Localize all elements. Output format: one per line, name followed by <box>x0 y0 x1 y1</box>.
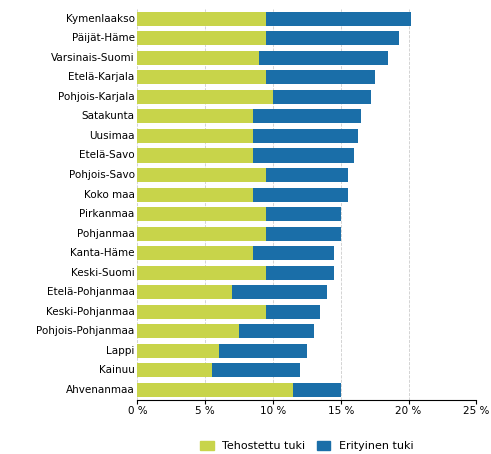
Bar <box>273 90 371 104</box>
Bar <box>137 188 253 202</box>
Bar <box>137 31 266 45</box>
Bar <box>137 285 232 299</box>
Bar <box>137 363 212 377</box>
Bar <box>266 266 334 280</box>
Bar <box>253 109 361 123</box>
Bar <box>266 70 375 84</box>
Bar <box>137 70 266 84</box>
Bar <box>137 227 266 241</box>
Bar <box>137 148 253 163</box>
Bar <box>253 129 358 143</box>
Bar <box>293 383 341 397</box>
Bar <box>266 305 321 319</box>
Bar <box>219 344 307 358</box>
Bar <box>137 51 259 65</box>
Bar <box>137 90 273 104</box>
Bar <box>232 285 327 299</box>
Bar <box>212 363 300 377</box>
Bar <box>266 12 411 26</box>
Legend: Tehostettu tuki, Erityinen tuki: Tehostettu tuki, Erityinen tuki <box>196 436 418 454</box>
Bar <box>137 168 266 182</box>
Bar <box>239 324 314 338</box>
Bar <box>137 344 219 358</box>
Bar <box>266 227 341 241</box>
Bar <box>137 246 253 260</box>
Bar <box>137 266 266 280</box>
Bar <box>137 305 266 319</box>
Bar <box>266 168 348 182</box>
Bar <box>253 188 348 202</box>
Bar <box>253 148 355 163</box>
Bar <box>137 109 253 123</box>
Bar <box>137 12 266 26</box>
Bar <box>137 324 239 338</box>
Bar <box>137 383 293 397</box>
Bar <box>253 246 334 260</box>
Bar <box>266 31 399 45</box>
Bar <box>137 207 266 221</box>
Bar <box>259 51 388 65</box>
Bar <box>137 129 253 143</box>
Bar <box>266 207 341 221</box>
